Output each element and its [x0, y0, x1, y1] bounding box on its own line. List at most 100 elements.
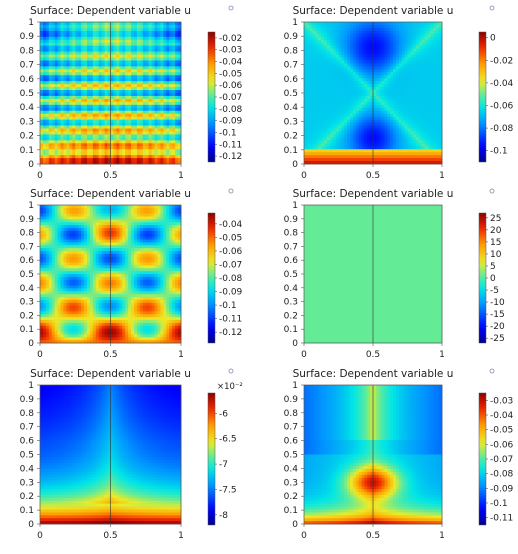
- heatmap-cell: [158, 102, 161, 105]
- heatmap-cell: [333, 108, 336, 111]
- heatmap-cell: [119, 81, 122, 84]
- heatmap-cell: [169, 111, 172, 114]
- heatmap-cell: [390, 117, 393, 120]
- heatmap-cell: [169, 93, 172, 96]
- heatmap-cell: [52, 75, 55, 78]
- heatmap-cell: [327, 102, 330, 105]
- heatmap-cell: [55, 129, 58, 132]
- heatmap-cell: [128, 37, 131, 40]
- heatmap-cell: [321, 134, 324, 137]
- heatmap-cell: [111, 93, 114, 96]
- heatmap-cell: [93, 63, 96, 66]
- heatmap-cell: [111, 146, 114, 149]
- heatmap-cell: [428, 58, 431, 61]
- heatmap-cell: [46, 208, 49, 211]
- heatmap-cell: [166, 52, 169, 55]
- heatmap-cell: [131, 140, 134, 143]
- heatmap-cell: [382, 137, 385, 140]
- heatmap-cell: [402, 140, 405, 143]
- heatmap-cell: [364, 129, 367, 132]
- heatmap-cell: [137, 87, 140, 90]
- heatmap-cell: [134, 40, 137, 43]
- heatmap-cell: [40, 28, 43, 31]
- heatmap-cell: [160, 96, 163, 99]
- heatmap-cell: [330, 49, 333, 52]
- heatmap-cell: [40, 55, 43, 58]
- heatmap-cell: [327, 90, 330, 93]
- heatmap-cell: [90, 49, 93, 52]
- heatmap-cell: [422, 69, 425, 72]
- heatmap-cell: [99, 22, 102, 25]
- heatmap-cell: [339, 75, 342, 78]
- heatmap-cell: [90, 66, 93, 69]
- heatmap-cell: [128, 108, 131, 111]
- heatmap-cell: [134, 123, 137, 126]
- heatmap-cell: [405, 117, 408, 120]
- heatmap-cell: [52, 251, 55, 254]
- heatmap-cell: [43, 205, 46, 208]
- heatmap-cell: [58, 108, 61, 111]
- heatmap-cell: [119, 143, 122, 146]
- heatmap-cell: [353, 72, 356, 75]
- heatmap-cell: [152, 111, 155, 114]
- heatmap-cell: [158, 111, 161, 114]
- heatmap-cell: [128, 131, 131, 134]
- heatmap-cell: [304, 60, 307, 63]
- heatmap-cell: [152, 90, 155, 93]
- heatmap-cell: [339, 90, 342, 93]
- heatmap-cell: [75, 43, 78, 46]
- heatmap-cell: [431, 75, 434, 78]
- heatmap-cell: [69, 63, 72, 66]
- heatmap-cell: [40, 280, 43, 283]
- heatmap-cell: [310, 84, 313, 87]
- heatmap-cell: [69, 93, 72, 96]
- heatmap-cell: [81, 25, 84, 28]
- heatmap-cell: [408, 31, 411, 34]
- heatmap-cell: [175, 96, 178, 99]
- heatmap-cell: [410, 60, 413, 63]
- heatmap-cell: [55, 228, 58, 231]
- heatmap-cell: [143, 99, 146, 102]
- heatmap-cell: [158, 63, 161, 66]
- heatmap-cell: [49, 99, 52, 102]
- heatmap-cell: [140, 90, 143, 93]
- panel-menu-icon[interactable]: [229, 189, 233, 193]
- heatmap-cell: [105, 152, 108, 155]
- heatmap-cell: [49, 93, 52, 96]
- panel-menu-icon[interactable]: [229, 6, 233, 10]
- heatmap-cell: [347, 72, 350, 75]
- panel-menu-icon[interactable]: [490, 6, 494, 10]
- heatmap-cell: [405, 155, 408, 158]
- heatmap-cell: [58, 60, 61, 63]
- heatmap-cell: [143, 152, 146, 155]
- heatmap-cell: [344, 149, 347, 152]
- heatmap-cell: [102, 34, 105, 37]
- heatmap-cell: [419, 49, 422, 52]
- heatmap-cell: [304, 37, 307, 40]
- heatmap-cell: [356, 143, 359, 146]
- heatmap-cell: [410, 49, 413, 52]
- heatmap-cell: [137, 40, 140, 43]
- heatmap-cell: [304, 117, 307, 120]
- heatmap-cell: [172, 84, 175, 87]
- heatmap-cell: [55, 155, 58, 158]
- heatmap-cell: [396, 123, 399, 126]
- heatmap-cell: [134, 69, 137, 72]
- heatmap-cell: [78, 72, 81, 75]
- heatmap-cell: [152, 120, 155, 123]
- heatmap-cell: [316, 49, 319, 52]
- heatmap-cell: [61, 87, 64, 90]
- heatmap-cell: [55, 288, 58, 291]
- heatmap-cell: [134, 93, 137, 96]
- heatmap-cell: [166, 63, 169, 66]
- heatmap-cell: [425, 93, 428, 96]
- heatmap-cell: [390, 137, 393, 140]
- heatmap-cell: [393, 34, 396, 37]
- colorbar-tick-label: 0: [490, 34, 496, 44]
- heatmap-cell: [172, 123, 175, 126]
- heatmap-cell: [379, 58, 382, 61]
- heatmap-cell: [78, 158, 81, 161]
- heatmap-cell: [364, 90, 367, 93]
- heatmap-cell: [436, 90, 439, 93]
- heatmap-cell: [105, 25, 108, 28]
